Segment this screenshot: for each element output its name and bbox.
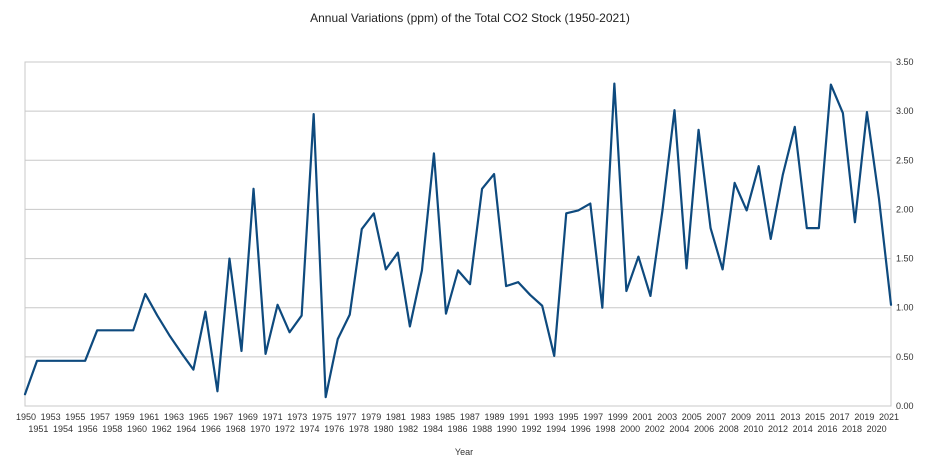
- x-tick-label: 1978: [349, 424, 369, 434]
- x-tick-label: 2018: [842, 424, 862, 434]
- x-tick-label: 1992: [521, 424, 541, 434]
- x-tick-label: 2004: [669, 424, 689, 434]
- y-tick-label: 2.00: [896, 204, 914, 214]
- x-tick-label: 1954: [53, 424, 73, 434]
- x-tick-label: 1962: [152, 424, 172, 434]
- x-tick-label: 1993: [534, 412, 554, 422]
- x-tick-label: 2017: [830, 412, 850, 422]
- x-tick-label: 2010: [743, 424, 763, 434]
- x-tick-label: 1979: [361, 412, 381, 422]
- x-tick-label: 1999: [608, 412, 628, 422]
- x-tick-label: 1998: [595, 424, 615, 434]
- y-tick-label: 3.50: [896, 57, 914, 67]
- x-tick-label: 1974: [300, 424, 320, 434]
- x-tick-label: 2001: [632, 412, 652, 422]
- y-tick-label: 1.50: [896, 254, 914, 264]
- x-tick-label: 1983: [410, 412, 430, 422]
- x-tick-label: 1959: [115, 412, 135, 422]
- x-tick-label: 2016: [817, 424, 837, 434]
- x-tick-label: 2013: [780, 412, 800, 422]
- x-tick-label: 1990: [497, 424, 517, 434]
- x-tick-label: 1970: [250, 424, 270, 434]
- x-tick-label: 1961: [139, 412, 159, 422]
- chart-title: Annual Variations (ppm) of the Total CO2…: [310, 11, 630, 25]
- x-tick-label: 1985: [435, 412, 455, 422]
- x-tick-label: 1963: [164, 412, 184, 422]
- x-tick-label: 1997: [583, 412, 603, 422]
- x-tick-label: 1984: [423, 424, 443, 434]
- x-tick-label: 2019: [854, 412, 874, 422]
- x-tick-label: 1991: [509, 412, 529, 422]
- x-tick-label: 1958: [102, 424, 122, 434]
- series-line: [23, 82, 893, 399]
- x-tick-label: 1971: [263, 412, 283, 422]
- y-tick-label: 3.00: [896, 106, 914, 116]
- x-tick-label: 2020: [867, 424, 887, 434]
- series-group: [23, 82, 893, 399]
- x-tick-label: 1957: [90, 412, 110, 422]
- x-tick-label: 1951: [28, 424, 48, 434]
- y-tick-label: 0.00: [896, 401, 914, 411]
- x-tick-label: 2008: [719, 424, 739, 434]
- x-tick-label: 1968: [226, 424, 246, 434]
- grid: [25, 61, 891, 407]
- x-tick-label: 1981: [386, 412, 406, 422]
- y-tick-label: 2.50: [896, 155, 914, 165]
- x-tick-label: 1982: [398, 424, 418, 434]
- x-tick-label: 1969: [238, 412, 258, 422]
- x-tick-label: 1977: [337, 412, 357, 422]
- x-tick-label: 1956: [78, 424, 98, 434]
- plot-area: [24, 61, 892, 407]
- x-tick-label: 2007: [706, 412, 726, 422]
- x-tick-label: 1960: [127, 424, 147, 434]
- x-tick-label: 1994: [546, 424, 566, 434]
- x-tick-label: 1950: [16, 412, 36, 422]
- x-tick-label: 1989: [484, 412, 504, 422]
- x-tick-label: 1965: [189, 412, 209, 422]
- x-tick-label: 1966: [201, 424, 221, 434]
- x-tick-label: 2009: [731, 412, 751, 422]
- x-tick-label: 2014: [793, 424, 813, 434]
- x-tick-label: 1975: [312, 412, 332, 422]
- x-tick-label: 2011: [756, 412, 775, 422]
- x-tick-label: 2005: [682, 412, 702, 422]
- x-tick-label: 1973: [287, 412, 307, 422]
- y-tick-label: 1.00: [896, 303, 914, 313]
- x-tick-label: 2021: [879, 412, 899, 422]
- x-tick-label: 2015: [805, 412, 825, 422]
- x-tick-label: 2002: [645, 424, 665, 434]
- x-tick-label: 1987: [460, 412, 480, 422]
- x-tick-label: 1972: [275, 424, 295, 434]
- x-tick-label: 2006: [694, 424, 714, 434]
- x-axis-ticks: 1950 1951 1953 1954 1955 1956 1957 1958 1959 1960…: [16, 412, 899, 434]
- x-tick-label: 1986: [447, 424, 467, 434]
- x-tick-label: 1980: [374, 424, 394, 434]
- x-tick-label: 1976: [324, 424, 344, 434]
- y-axis-ticks: 0.00 0.50 1.00 1.50 2.00 2.50 3.00 3.50: [896, 57, 914, 411]
- x-tick-label: 2012: [768, 424, 788, 434]
- x-tick-label: 1964: [176, 424, 196, 434]
- x-tick-label: 1953: [41, 412, 61, 422]
- x-tick-label: 1955: [65, 412, 85, 422]
- x-tick-label: 1996: [571, 424, 591, 434]
- x-tick-label: 1967: [213, 412, 233, 422]
- x-tick-label: 2003: [657, 412, 677, 422]
- y-tick-label: 0.50: [896, 352, 914, 362]
- x-tick-label: 1988: [472, 424, 492, 434]
- x-axis-label: Year: [455, 447, 473, 457]
- x-tick-label: 1995: [558, 412, 578, 422]
- x-tick-label: 2000: [620, 424, 640, 434]
